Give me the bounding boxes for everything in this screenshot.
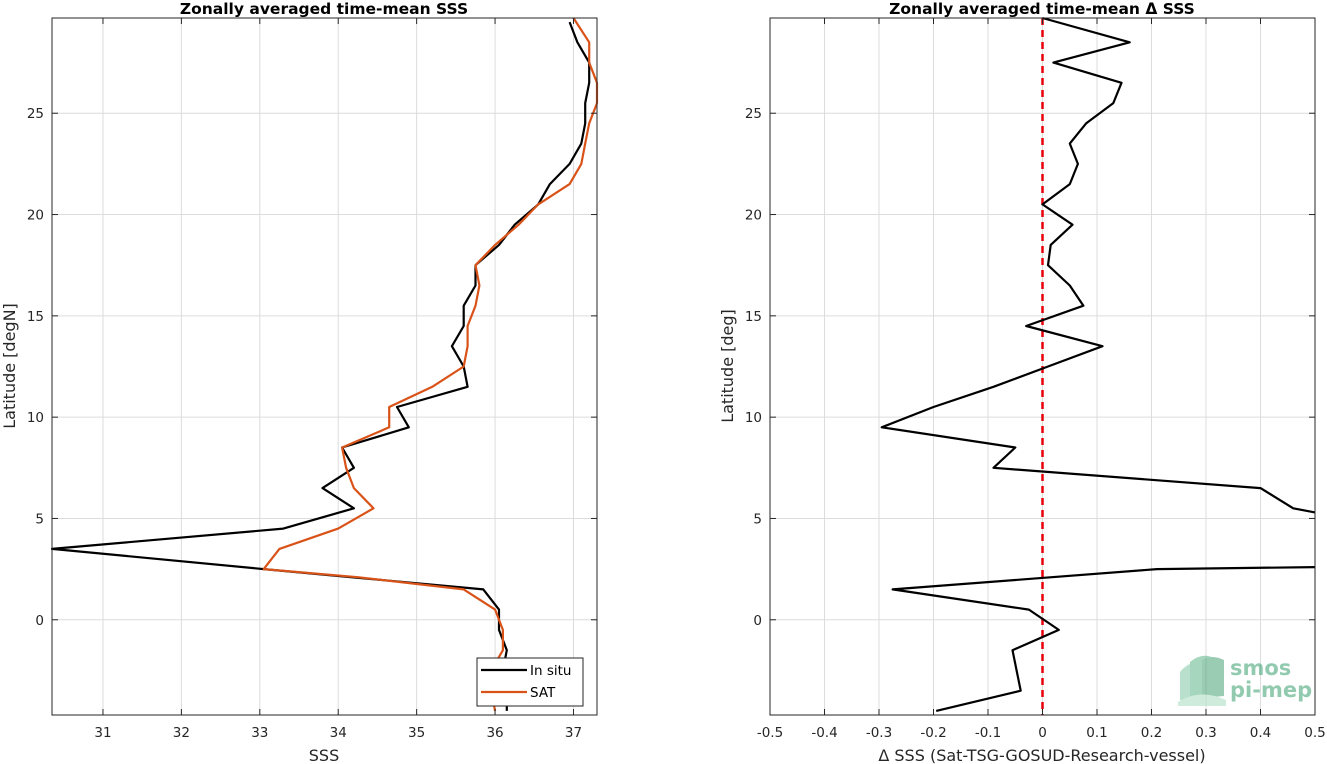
left-x-tick-label: 37	[565, 725, 582, 741]
right-x-tick-label: -0.3	[866, 725, 892, 741]
left-panel: 31 32 33 34 35 36 37 0 5 10 15 20 25 Zonally average…	[0, 0, 599, 764]
right-y-axis-label: Latitude [deg]	[718, 309, 737, 423]
right-panel: -0.5 -0.4 -0.3 -0.2 -0.1 0 0.1 0.2 0.3 0.4 0.5 0 5 10…	[718, 0, 1326, 764]
left-y-tick-label: 5	[35, 511, 44, 527]
right-x-tick-label: -0.4	[811, 725, 837, 741]
right-y-tick-label: 0	[753, 613, 762, 629]
right-x-tick-label: 0.4	[1250, 725, 1271, 741]
right-series-line-series-2	[880, 16, 1316, 514]
right-x-tick-label: 0.1	[1086, 725, 1107, 741]
right-series-line-series-1	[891, 566, 1316, 712]
left-grid	[52, 18, 597, 715]
right-x-tick-label: 0.3	[1195, 725, 1216, 741]
right-x-tick-label: 0.2	[1141, 725, 1162, 741]
left-x-tick-label: 36	[486, 725, 503, 741]
right-x-tick-label: -0.5	[757, 725, 783, 741]
logo-text-pi-mep: pi-mep	[1230, 678, 1312, 702]
left-y-tick-label: 0	[35, 613, 44, 629]
smos-pi-mep-logo: smos pi-mep	[1178, 655, 1312, 706]
left-y-tick-label: 10	[27, 410, 44, 426]
right-tick-labels: -0.5 -0.4 -0.3 -0.2 -0.1 0 0.1 0.2 0.3 0.4 0.5 0 5 10…	[745, 18, 1326, 741]
right-chart-title: Zonally averaged time-mean Δ SSS	[889, 0, 1195, 18]
right-y-tick-label: 25	[745, 106, 762, 122]
right-y-tick-label: 20	[745, 208, 762, 224]
left-series-lines	[50, 17, 599, 712]
right-x-tick-label: 0	[1038, 725, 1047, 741]
left-x-axis-label: SSS	[309, 746, 339, 764]
left-x-tick-label: 32	[173, 725, 190, 741]
legend-box	[476, 657, 584, 707]
left-y-tick-label: 15	[27, 309, 44, 325]
logo-wave-3	[1202, 657, 1224, 698]
logo-base	[1178, 694, 1226, 706]
right-x-axis-label: Δ SSS (Sat-TSG-GOSUD-Research-vessel)	[878, 746, 1205, 764]
right-y-tick-label: 10	[745, 410, 762, 426]
right-x-tick-label: -0.1	[975, 725, 1001, 741]
right-series-lines	[880, 16, 1316, 715]
right-x-tick-label: 0.5	[1304, 725, 1325, 741]
legend: In situ SAT	[476, 657, 584, 707]
legend-label-sat: SAT	[530, 685, 556, 701]
right-y-tick-label: 15	[745, 309, 762, 325]
left-x-tick-label: 35	[408, 725, 425, 741]
logo-text-smos: smos	[1230, 656, 1291, 680]
left-plot-area	[52, 18, 597, 715]
left-x-tick-label: 31	[94, 725, 111, 741]
left-axes-box	[51, 17, 598, 716]
left-y-tick-label: 25	[27, 106, 44, 122]
right-y-tick-label: 5	[753, 511, 762, 527]
left-tick-labels: 31 32 33 34 35 36 37 0 5 10 15 20 25	[27, 18, 597, 741]
left-series-line-sat	[262, 17, 599, 712]
left-y-tick-label: 20	[27, 208, 44, 224]
left-x-tick-label: 33	[251, 725, 268, 741]
right-x-tick-label: -0.2	[920, 725, 946, 741]
left-x-tick-label: 34	[330, 725, 347, 741]
left-y-axis-label: Latitude [degN]	[0, 303, 19, 429]
legend-label-in-situ: In situ	[530, 663, 571, 679]
left-chart-title: Zonally averaged time-mean SSS	[180, 0, 468, 18]
